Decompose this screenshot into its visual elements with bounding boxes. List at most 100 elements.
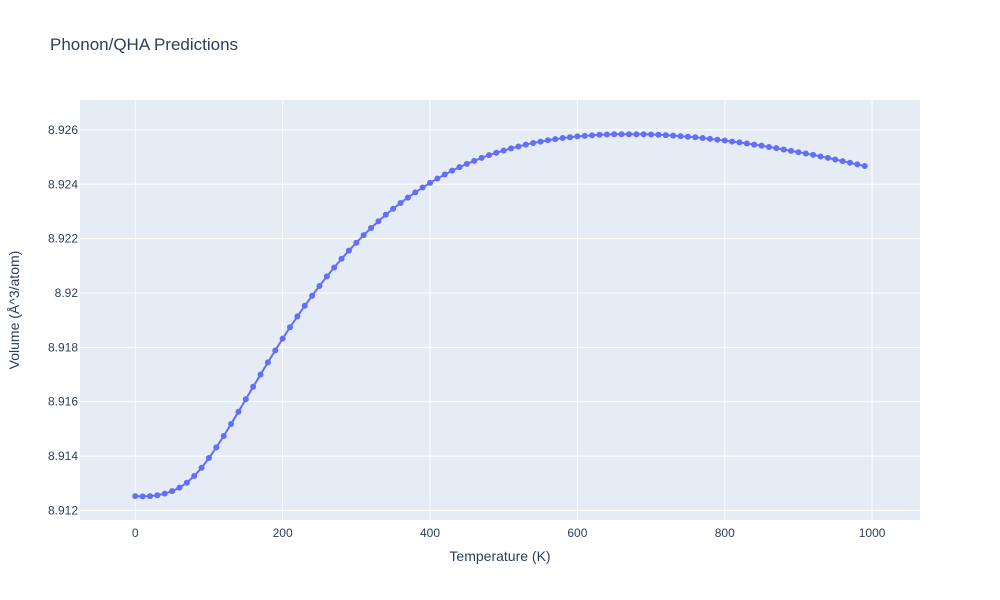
data-point: [714, 136, 721, 143]
data-point: [404, 194, 411, 201]
data-point: [655, 131, 662, 138]
chart-title: Phonon/QHA Predictions: [50, 35, 238, 54]
data-point: [390, 205, 397, 212]
data-point: [471, 157, 478, 164]
data-point: [677, 133, 684, 140]
data-point: [721, 137, 728, 144]
data-point: [500, 147, 507, 154]
data-point: [780, 146, 787, 153]
data-point: [640, 131, 647, 138]
series-line: [135, 133, 865, 498]
data-point: [751, 141, 758, 148]
y-tick-labels: 8.912 8.914 8.916 8.918 8.92 8.922 8.924 8.926: [48, 123, 78, 518]
data-point: [611, 131, 618, 138]
data-point: [670, 132, 677, 139]
data-point: [427, 179, 433, 186]
data-point: [824, 154, 831, 161]
data-point: [493, 149, 500, 156]
data-point: [449, 167, 456, 174]
data-point: [802, 150, 809, 157]
data-point: [648, 131, 655, 138]
data-point: [522, 141, 529, 148]
data-point: [412, 189, 419, 196]
data-point: [707, 135, 713, 142]
data-point: [567, 134, 573, 141]
data-point: [633, 131, 640, 138]
data-point: [773, 145, 780, 152]
data-point: [316, 282, 323, 289]
data-point: [191, 472, 198, 479]
y-tick-label: 8.918: [48, 340, 78, 354]
data-point: [537, 138, 544, 145]
data-point: [736, 139, 743, 146]
data-point: [456, 164, 463, 171]
data-point: [854, 161, 861, 168]
x-tick-labels: 0 200 400 600 800 1000: [132, 526, 886, 540]
data-point: [323, 273, 330, 280]
x-tick-label: 600: [567, 526, 587, 540]
y-tick-label: 8.926: [48, 123, 78, 137]
data-point: [139, 493, 146, 500]
data-point: [257, 371, 264, 378]
y-axis-title: Volume (Å^3/atom): [6, 251, 22, 370]
data-point: [419, 184, 426, 191]
data-point: [375, 218, 382, 225]
data-point: [596, 131, 603, 138]
data-point: [478, 154, 485, 161]
data-point: [213, 444, 220, 451]
y-gridlines: [80, 129, 920, 511]
data-point: [205, 455, 212, 462]
y-tick-label: 8.924: [48, 177, 78, 191]
data-point: [589, 132, 596, 139]
data-point: [788, 147, 795, 154]
data-point: [235, 408, 242, 415]
data-point: [699, 135, 706, 142]
data-point: [294, 313, 301, 320]
data-point: [183, 479, 190, 486]
data-point: [397, 200, 404, 207]
data-point: [810, 151, 817, 158]
data-point: [250, 383, 257, 390]
data-point: [765, 144, 772, 151]
data-point: [684, 133, 691, 140]
data-point: [463, 160, 470, 167]
data-point: [198, 464, 205, 471]
x-tick-label: 400: [420, 526, 440, 540]
x-axis-title: Temperature (K): [449, 548, 550, 564]
data-point: [544, 137, 551, 144]
data-point: [169, 488, 176, 495]
data-point: [795, 149, 802, 156]
x-gridlines: [134, 100, 873, 520]
data-point: [581, 132, 588, 139]
data-point: [345, 247, 352, 254]
y-tick-label: 8.912: [48, 503, 78, 517]
data-point: [228, 421, 235, 428]
data-point: [574, 133, 581, 140]
data-point: [729, 138, 736, 145]
data-point: [309, 292, 316, 299]
data-point: [161, 490, 168, 497]
data-point: [287, 324, 293, 331]
data-point: [625, 131, 632, 138]
data-point: [279, 335, 286, 342]
y-tick-label: 8.92: [55, 286, 79, 300]
data-point: [485, 152, 492, 159]
data-point: [242, 396, 249, 403]
data-point: [132, 493, 139, 500]
y-tick-label: 8.914: [48, 449, 78, 463]
data-point: [220, 433, 227, 439]
data-point: [832, 156, 839, 163]
data-point: [176, 484, 183, 491]
data-point: [441, 171, 448, 178]
y-tick-label: 8.916: [48, 395, 78, 409]
data-point: [618, 131, 625, 138]
data-point: [508, 145, 515, 152]
data-point: [434, 175, 441, 182]
x-tick-label: 200: [273, 526, 293, 540]
data-point: [264, 359, 271, 366]
plot-background: [80, 100, 920, 520]
data-point: [552, 136, 559, 143]
data-point: [847, 159, 853, 166]
series-layer: [132, 131, 868, 500]
data-point: [368, 225, 375, 232]
